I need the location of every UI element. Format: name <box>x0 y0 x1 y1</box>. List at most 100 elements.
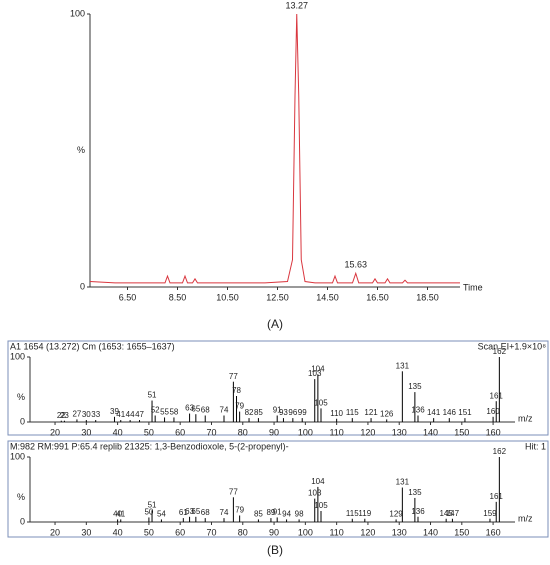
peak-label: 77 <box>229 372 238 381</box>
peak-label: 68 <box>201 508 210 517</box>
peak-label: 65 <box>191 404 200 413</box>
peak-label: 146 <box>443 408 457 417</box>
peak-label: 68 <box>201 406 210 415</box>
peak-label: 54 <box>157 510 166 519</box>
peak-label: 110 <box>330 409 343 418</box>
peak-label: 74 <box>220 406 229 415</box>
peak-label: 30 <box>82 410 91 419</box>
peak-label: 99 <box>298 408 307 417</box>
peak-label: 145 <box>439 509 453 518</box>
x-tick-label: 40 <box>113 527 123 537</box>
peak-label: 159 <box>483 509 497 518</box>
peak-label: 50 <box>144 508 153 517</box>
x-tick-label: 110 <box>329 427 343 437</box>
peak-label: 98 <box>295 510 304 519</box>
peak-label: 55 <box>160 408 169 417</box>
peak-label: 85 <box>254 510 263 519</box>
peak-label: 94 <box>282 510 291 519</box>
x-tick-label: 160 <box>486 527 501 537</box>
x-tick-label: 60 <box>175 427 185 437</box>
peak-label: 51 <box>148 391 157 400</box>
peak-label: 41 <box>116 510 125 519</box>
x-tick-label: 140 <box>423 427 438 437</box>
y-tick-label: 0 <box>20 416 25 426</box>
peak-label: 61 <box>179 508 188 517</box>
panel-frame <box>7 440 549 538</box>
y-axis-label: % <box>77 145 85 155</box>
peak-label: 162 <box>493 347 507 356</box>
y-tick-label: 100 <box>10 451 25 461</box>
x-tick-label: 110 <box>329 527 343 537</box>
peak-label: 77 <box>229 487 238 496</box>
peak-label: 51 <box>148 500 157 509</box>
peak-label: 23 <box>60 411 69 420</box>
x-tick-label: 150 <box>454 427 469 437</box>
peak-label: 105 <box>314 398 328 407</box>
peak-label: 27 <box>72 410 81 419</box>
x-tick-label: 150 <box>454 527 469 537</box>
peak-label: 79 <box>235 506 244 515</box>
peak-label: 104 <box>311 477 325 486</box>
peak-label: 22 <box>57 411 66 420</box>
x-tick-label: 50 <box>144 527 154 537</box>
x-tick-label: 6.50 <box>119 292 137 302</box>
y-axis-label: % <box>17 392 25 402</box>
x-tick-label: 12.50 <box>266 292 289 302</box>
x-tick-label: 100 <box>298 527 313 537</box>
peak-label: 131 <box>396 478 410 487</box>
spectrum-header: M:982 RM:991 P:65.4 replib 21325: 1,3-Be… <box>10 441 289 451</box>
x-tick-label: 100 <box>298 427 313 437</box>
peak-label: 52 <box>151 406 160 415</box>
x-tick-label: 14.50 <box>316 292 339 302</box>
x-axis-label: m/z <box>518 513 533 523</box>
peak-label: 161 <box>490 492 504 501</box>
peak-label: 103 <box>308 489 322 498</box>
x-tick-label: 90 <box>269 527 279 537</box>
x-axis-label: m/z <box>518 413 533 423</box>
peak-label: 63 <box>185 404 194 413</box>
peak-label: 91 <box>273 406 282 415</box>
x-tick-label: 70 <box>206 427 216 437</box>
x-tick-label: 120 <box>360 427 375 437</box>
x-tick-label: 140 <box>423 527 438 537</box>
trace <box>89 13 460 284</box>
y-tick-label: 100 <box>10 351 25 361</box>
x-tick-label: 18.50 <box>416 292 439 302</box>
peak-label: 103 <box>308 369 322 378</box>
x-axis-label: Time <box>463 282 483 292</box>
peak-label: 40 <box>113 510 122 519</box>
peak-label: 141 <box>427 408 441 417</box>
peak-label: 104 <box>311 365 325 374</box>
x-tick-label: 40 <box>113 427 123 437</box>
peak-label: 74 <box>220 508 229 517</box>
peak-label: 129 <box>389 510 403 519</box>
peak-label: 41 <box>116 410 125 419</box>
x-tick-label: 60 <box>175 527 185 537</box>
peak-label: 33 <box>91 410 100 419</box>
peak-label: 79 <box>235 402 244 411</box>
peak-label: 115 <box>346 408 359 417</box>
peak-label: 151 <box>458 408 472 417</box>
peak-label: 91 <box>273 508 282 517</box>
x-tick-label: 70 <box>206 527 216 537</box>
y-tick-label: 0 <box>80 281 85 291</box>
peak-label: 44 <box>126 410 135 419</box>
peak-label: 96 <box>288 408 297 417</box>
x-tick-label: 20 <box>50 527 60 537</box>
x-tick-label: 16.50 <box>366 292 389 302</box>
x-tick-label: 10.50 <box>216 292 239 302</box>
peak-label: 119 <box>358 509 371 518</box>
peak-label: 136 <box>411 406 425 415</box>
peak-label: 65 <box>191 507 200 516</box>
x-tick-label: 50 <box>144 427 154 437</box>
peak-label: 115 <box>346 509 359 518</box>
peak-label: 85 <box>254 408 263 417</box>
panel-label: (B) <box>267 543 283 557</box>
peak-label: 78 <box>232 386 241 395</box>
x-tick-label: 80 <box>238 527 248 537</box>
peak-label: 162 <box>493 447 507 456</box>
spectrum-info: Scan EI+1.9×10⁸ <box>478 341 547 351</box>
x-tick-label: 30 <box>81 427 91 437</box>
x-tick-label: 90 <box>269 427 279 437</box>
y-tick-label: 0 <box>20 516 25 526</box>
